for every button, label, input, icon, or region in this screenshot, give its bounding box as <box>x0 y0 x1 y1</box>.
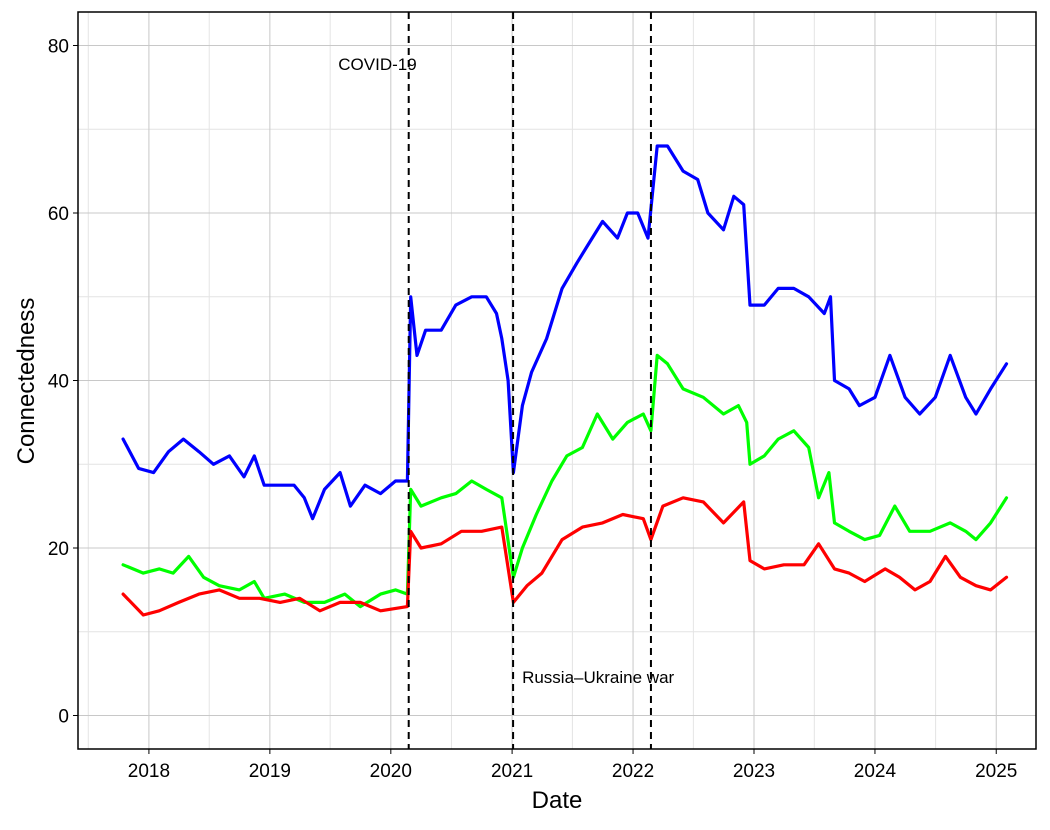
x-tick-label: 2020 <box>370 761 412 782</box>
y-tick-label: 80 <box>48 37 69 58</box>
x-tick-label: 2019 <box>249 761 291 782</box>
series-line-1 <box>121 144 1009 521</box>
x-tick-label: 2025 <box>975 761 1017 782</box>
series-line-2 <box>121 353 1009 609</box>
axis-ticks <box>73 45 997 754</box>
annotation-war: Russia–Ukraine war <box>522 668 674 687</box>
y-tick-label: 0 <box>58 707 69 728</box>
x-tick-label: 2024 <box>854 761 897 782</box>
x-tick-label: 2023 <box>733 761 775 782</box>
y-tick-label: 40 <box>48 372 69 393</box>
x-axis-title: Date <box>532 787 583 814</box>
x-tick-label: 2021 <box>491 761 533 782</box>
event-annotations: COVID-19 Russia–Ukraine war <box>338 55 674 687</box>
event-lines <box>407 12 652 749</box>
tick-labels: 0 20 40 60 80 2018 2019 2020 2021 2022 2023 2024 202… <box>48 37 1018 783</box>
y-tick-label: 60 <box>48 204 69 225</box>
y-axis-title: Connectedness <box>13 298 40 465</box>
series-layer <box>121 144 1009 617</box>
series-line-3 <box>121 496 1009 617</box>
annotation-covid: COVID-19 <box>338 55 416 74</box>
x-tick-label: 2018 <box>128 761 170 782</box>
x-tick-label: 2022 <box>612 761 654 782</box>
y-tick-label: 20 <box>48 539 69 560</box>
